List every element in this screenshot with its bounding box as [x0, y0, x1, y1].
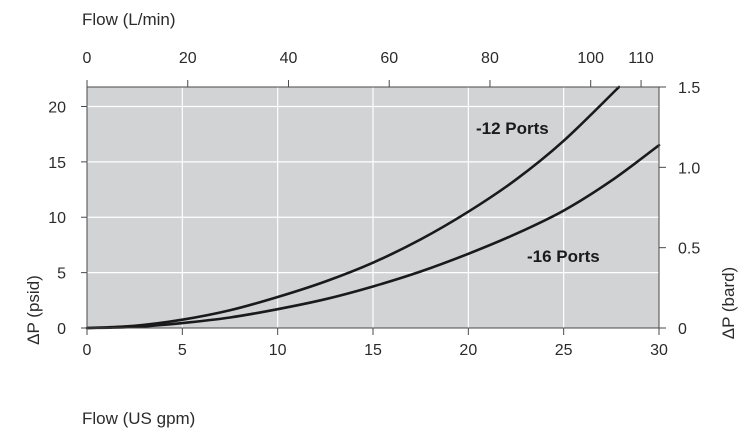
x-tick-label: 30	[650, 342, 668, 359]
x-tick-label: 0	[83, 342, 92, 359]
x2-tick-label: 60	[380, 50, 398, 67]
x2-tick-label: 110	[628, 50, 654, 67]
y2-tick-label: 1.0	[678, 160, 700, 177]
y-tick-label: 15	[48, 155, 66, 172]
y-tick-label: 5	[57, 266, 66, 283]
y2-tick-label: 0.5	[678, 241, 700, 258]
x2-tick-label: 80	[481, 50, 499, 67]
x2-tick-label: 0	[83, 50, 92, 67]
y-tick-label: 10	[48, 210, 66, 227]
x2-tick-label: 100	[577, 50, 604, 67]
x-tick-label: 20	[459, 342, 477, 359]
y2-tick-label: 1.5	[678, 80, 700, 97]
top-axis-title: Flow (L/min)	[82, 10, 176, 29]
right-axis-title: ΔP (bard)	[719, 267, 738, 339]
x-tick-label: 15	[364, 342, 382, 359]
series-label-12-ports: -12 Ports	[476, 119, 549, 138]
bottom-axis-title: Flow (US gpm)	[82, 409, 195, 428]
x-tick-label: 5	[178, 342, 187, 359]
x-tick-label: 10	[269, 342, 287, 359]
series-label-16-ports: -16 Ports	[527, 247, 600, 266]
y2-tick-label: 0	[678, 321, 687, 338]
series-curve-12-ports	[85, 85, 621, 330]
grid-lines	[87, 87, 659, 328]
series-curve-16-ports	[85, 143, 661, 330]
x2-tick-label: 20	[179, 50, 197, 67]
left-axis-title: ΔP (psid)	[24, 275, 43, 345]
axes: 0 5 10 15 20 25 30 0 20 40 60 80 100 110 0 5 10 15 20 0 0.5 1…	[48, 50, 700, 359]
x2-tick-label: 40	[280, 50, 298, 67]
data-curves	[85, 85, 661, 330]
x-tick-label: 25	[555, 342, 573, 359]
y-tick-label: 0	[57, 321, 66, 338]
y-tick-label: 20	[48, 99, 66, 116]
